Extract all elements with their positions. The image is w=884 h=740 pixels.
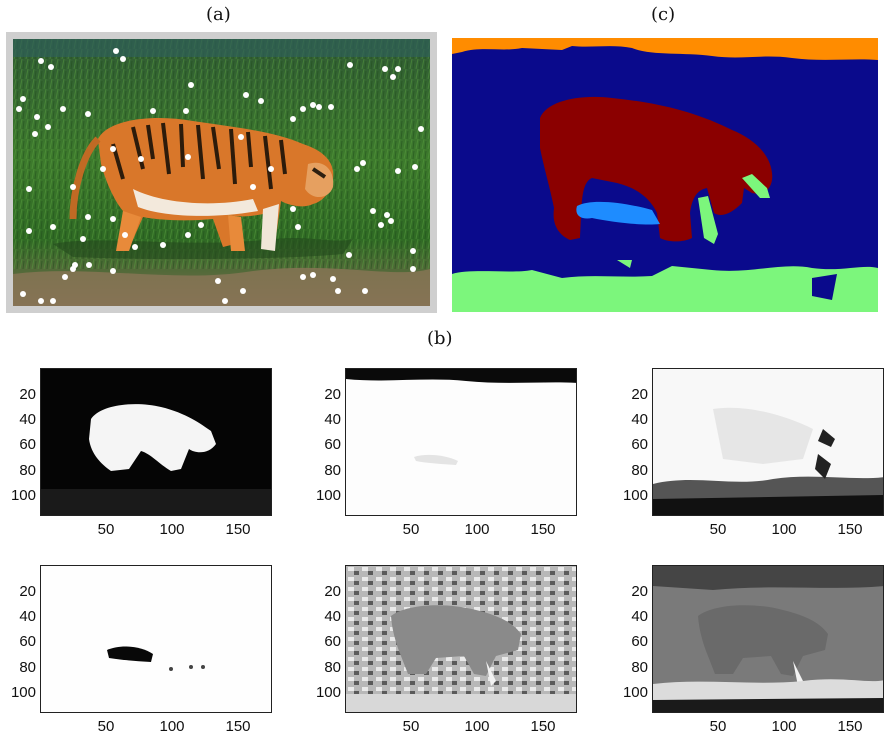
seg-top-strip [452, 38, 878, 60]
x-tick-label: 50 [97, 718, 115, 735]
y-tick-label: 20 [324, 386, 341, 403]
y-tick-label: 100 [315, 684, 341, 701]
y-tick-label: 40 [324, 608, 341, 625]
seg-green-right [698, 174, 770, 244]
subplot-6 [652, 565, 884, 713]
y-tick-label: 60 [324, 633, 341, 650]
label-a: (a) [206, 4, 231, 25]
y-tick-label: 60 [19, 633, 36, 650]
subplot-2 [345, 368, 577, 516]
y-tick-label: 20 [631, 386, 648, 403]
y-tick-label: 80 [324, 659, 341, 676]
y-tick-label: 20 [19, 583, 36, 600]
y-tick-label: 40 [324, 411, 341, 428]
y-tick-label: 60 [324, 436, 341, 453]
y-tick-label: 100 [622, 684, 648, 701]
y-tick-label: 40 [631, 411, 648, 428]
seg-grass-bottom [452, 266, 878, 312]
x-tick-label: 100 [771, 718, 797, 735]
x-tick-label: 150 [225, 521, 251, 538]
subplot-1 [40, 368, 272, 516]
y-tick-label: 80 [19, 659, 36, 676]
tiger-photo-frame [6, 32, 437, 313]
x-tick-label: 50 [709, 521, 727, 538]
y-tick-label: 80 [19, 462, 36, 479]
sample-points [16, 48, 424, 304]
x-tick-label: 100 [159, 718, 185, 735]
x-tick-label: 150 [530, 521, 556, 538]
tiger-photo [13, 39, 430, 306]
y-tick-label: 100 [10, 684, 36, 701]
x-tick-label: 50 [402, 521, 420, 538]
x-tick-label: 150 [837, 718, 863, 735]
x-tick-label: 50 [402, 718, 420, 735]
segmentation-map [452, 38, 878, 312]
subplot-5 [345, 565, 577, 713]
y-tick-label: 80 [631, 462, 648, 479]
x-tick-label: 50 [97, 521, 115, 538]
x-tick-label: 100 [159, 521, 185, 538]
y-tick-label: 40 [19, 608, 36, 625]
x-tick-label: 150 [225, 718, 251, 735]
y-tick-label: 100 [622, 487, 648, 504]
y-tick-label: 100 [10, 487, 36, 504]
y-tick-label: 80 [324, 462, 341, 479]
y-tick-label: 80 [631, 659, 648, 676]
y-tick-label: 100 [315, 487, 341, 504]
y-tick-label: 20 [631, 583, 648, 600]
x-tick-label: 100 [771, 521, 797, 538]
y-tick-label: 40 [631, 608, 648, 625]
x-tick-label: 150 [530, 718, 556, 735]
x-tick-label: 50 [709, 718, 727, 735]
label-c: (c) [651, 4, 676, 25]
y-tick-label: 20 [324, 583, 341, 600]
x-tick-label: 100 [464, 521, 490, 538]
label-b: (b) [427, 328, 453, 349]
y-tick-label: 40 [19, 411, 36, 428]
y-tick-label: 60 [19, 436, 36, 453]
x-tick-label: 150 [837, 521, 863, 538]
y-tick-label: 60 [631, 436, 648, 453]
seg-shadow [576, 201, 660, 225]
y-tick-label: 20 [19, 386, 36, 403]
seg-tiger [540, 96, 773, 242]
y-tick-label: 60 [631, 633, 648, 650]
subplot-3 [652, 368, 884, 516]
x-tick-label: 100 [464, 718, 490, 735]
subplot-4 [40, 565, 272, 713]
